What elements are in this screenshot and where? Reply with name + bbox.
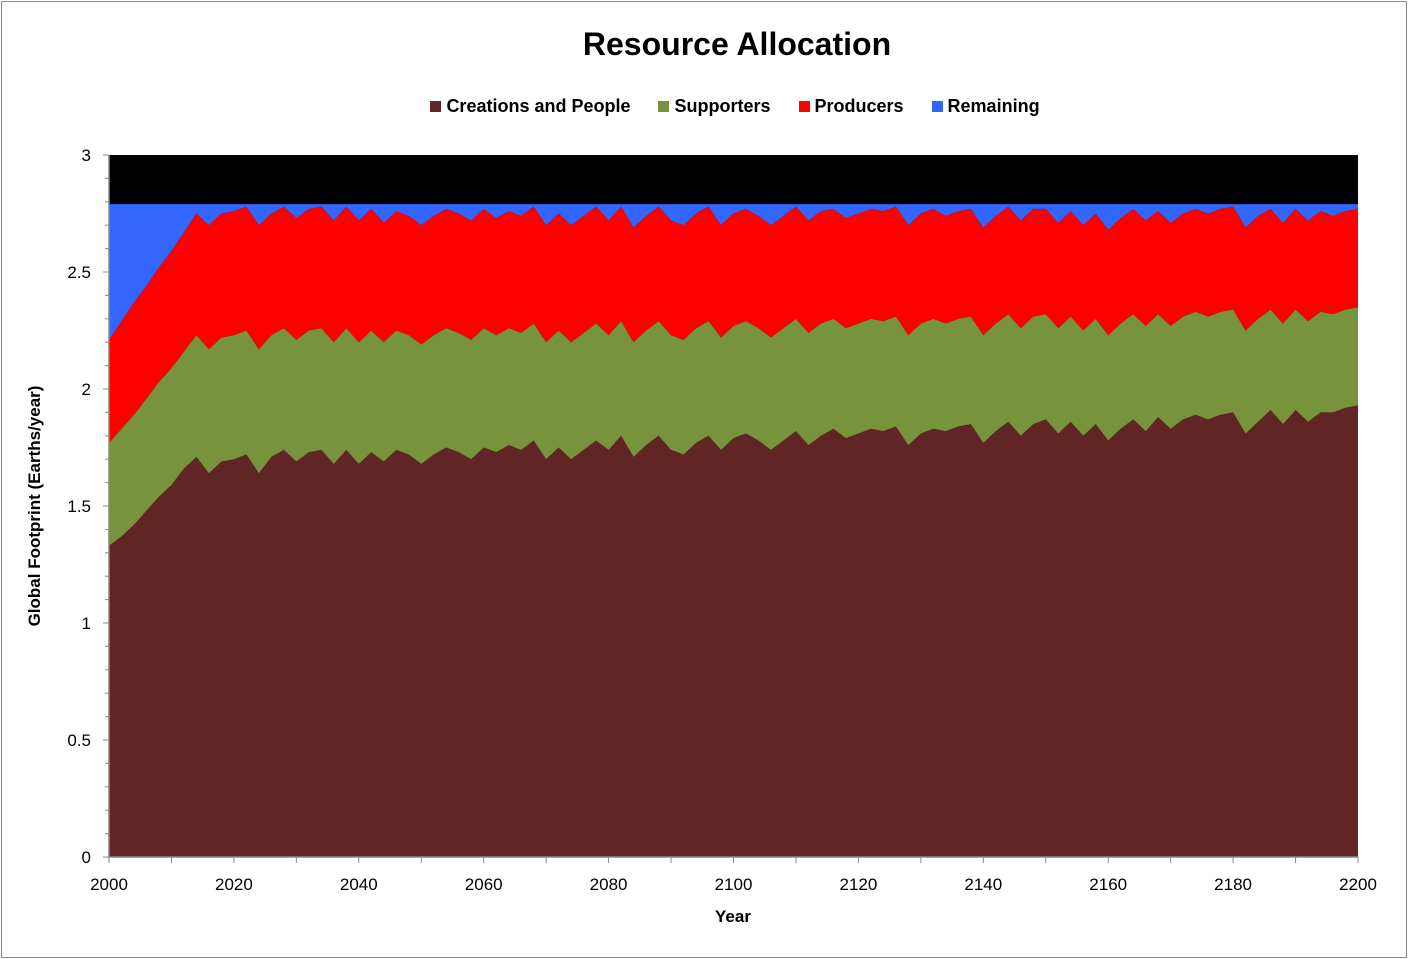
y-tick-label: 3 [82,146,91,165]
y-tick-label: 0 [82,848,91,867]
area-producers [109,206,1358,443]
legend-swatch [658,101,670,112]
x-axis-label: Year [715,907,751,926]
x-tick-label: 2180 [1214,875,1252,894]
legend-item-supporters: Supporters [658,96,771,117]
legend-swatch [931,101,943,112]
legend-swatch [798,101,810,112]
legend-label: Creations and People [446,96,631,116]
x-tick-label: 2100 [715,875,753,894]
chart-title: Resource Allocation [582,26,892,62]
areas [109,204,1358,857]
x-tick-label: 2020 [215,875,253,894]
x-tick-label: 2060 [465,875,503,894]
legend-item-producers: Producers [798,96,904,117]
legend-label: Remaining [947,96,1040,116]
y-tick-label: 0.5 [67,731,91,750]
x-tick-label: 2000 [90,875,128,894]
legend-item-remaining: Remaining [931,96,1040,117]
y-tick-label: 1.5 [67,497,91,516]
y-tick-label: 2.5 [67,263,91,282]
y-tick-label: 1 [82,614,91,633]
legend-label: Producers [814,96,904,116]
legend: Creations and People Supporters Producer… [0,96,1408,117]
x-tick-label: 2200 [1339,875,1377,894]
area-creations-and-people [109,405,1358,857]
legend-item-creations: Creations and People [430,96,630,117]
legend-swatch [430,101,442,112]
legend-label: Supporters [674,96,771,116]
y-axis-label: Global Footprint (Earths/year) [25,386,44,627]
x-tick-label: 2160 [1089,875,1127,894]
x-tick-label: 2140 [964,875,1002,894]
area-supporters [109,307,1358,546]
x-tick-label: 2080 [590,875,628,894]
x-tick-label: 2120 [839,875,877,894]
x-tick-label: 2040 [340,875,378,894]
axes: 0 0.5 1 1.5 2 2.5 3 2000 2020 2040 2060 2080 2100 212… [67,146,1377,894]
y-tick-label: 2 [82,380,91,399]
